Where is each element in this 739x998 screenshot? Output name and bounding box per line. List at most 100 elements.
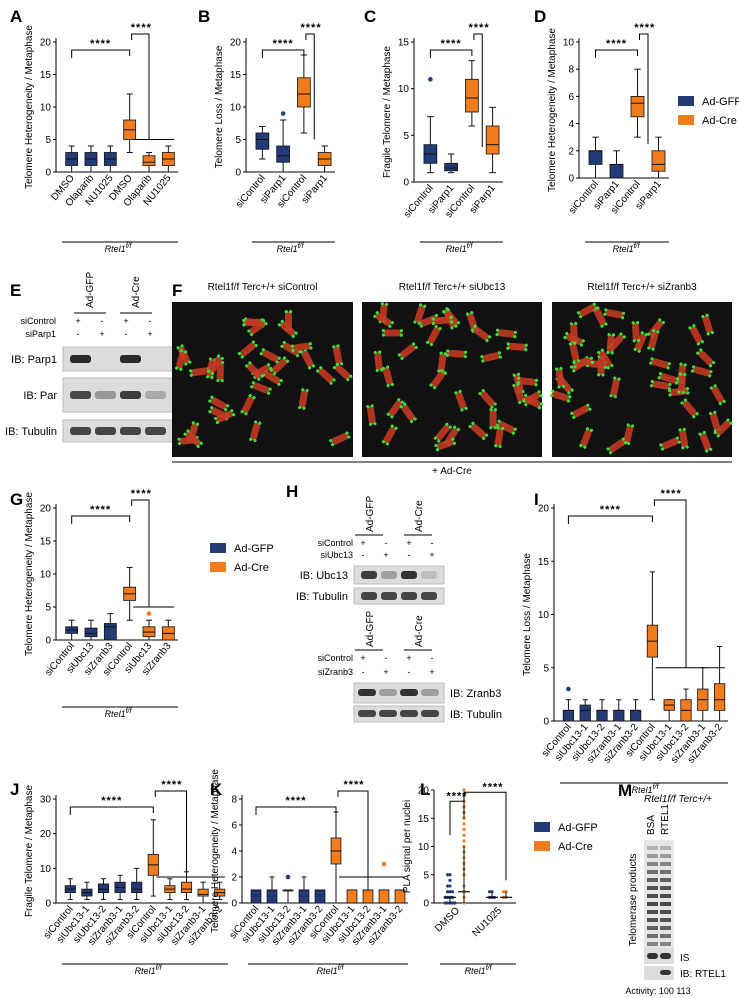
- chromosome-body: [605, 309, 624, 319]
- telomere-signal: [258, 421, 262, 425]
- chromosome: [250, 381, 272, 395]
- significance-label: ****: [131, 488, 152, 500]
- telomere-signal: [248, 361, 252, 365]
- chromosome-body: [494, 428, 504, 447]
- treatment-mark: -: [362, 550, 365, 560]
- telomere-signal: [692, 415, 696, 419]
- telomere-signal: [191, 421, 195, 425]
- significance-bracket: [71, 515, 131, 524]
- chromosome: [366, 404, 377, 426]
- telomere-signal: [460, 408, 464, 412]
- data-point: [448, 873, 452, 877]
- blot-band: [421, 689, 439, 696]
- significance-label: ****: [600, 504, 621, 516]
- telomere-signal: [473, 324, 477, 328]
- telomere-signal: [489, 408, 493, 412]
- telomere-signal: [578, 315, 583, 319]
- box: [103, 623, 117, 641]
- chromosome: [555, 366, 565, 389]
- telomere-signal: [631, 321, 635, 325]
- chromosome: [454, 389, 468, 412]
- telomere-signal: [570, 411, 574, 415]
- gel-band: [647, 902, 658, 906]
- telomere-signal: [319, 366, 323, 370]
- telomere-signal: [606, 447, 610, 451]
- chromosome-body: [513, 384, 525, 402]
- gel-band: [647, 878, 658, 882]
- chromosome-body: [298, 390, 308, 408]
- data-point: [448, 878, 452, 883]
- telomere-signal: [573, 341, 577, 345]
- chromosome: [576, 302, 598, 319]
- telomere-signal: [586, 403, 590, 407]
- significance-label: ****: [131, 22, 152, 34]
- telomere-signal: [242, 318, 246, 323]
- telomere-signal: [565, 331, 569, 336]
- telomere-signal: [708, 411, 713, 416]
- chromosome: [678, 427, 689, 450]
- genotype-label: Rtel1f/f: [105, 708, 133, 719]
- chromosome-body: [399, 344, 416, 359]
- telomere-signal: [652, 329, 656, 333]
- legend-label-gfp: Ad-GFP: [234, 543, 274, 555]
- telomere-signal: [206, 375, 210, 379]
- telomere-signal: [636, 321, 640, 325]
- legend-L: Ad-GFP Ad-Cre: [534, 822, 598, 853]
- telomere-signal: [435, 448, 440, 452]
- telomere-signal: [589, 428, 594, 432]
- telomere-signal: [679, 362, 683, 366]
- telomere-signal: [497, 419, 501, 423]
- telomere-signal: [708, 374, 712, 378]
- chromosome-body: [606, 334, 615, 353]
- telomere-signal: [537, 406, 541, 410]
- chromosome-body: [579, 304, 596, 317]
- significance-bracket: [473, 33, 483, 147]
- chromosome-body: [216, 362, 224, 381]
- telomere-signal: [590, 360, 595, 365]
- chromosome: [413, 303, 427, 325]
- significance-label: ****: [634, 22, 655, 34]
- telomere-signal: [568, 342, 573, 346]
- chromosome-body: [414, 305, 426, 323]
- telomere-signal: [411, 342, 416, 346]
- telomere-signal: [251, 381, 255, 385]
- gel-title: Rtel1f/f Terc+/+: [644, 794, 712, 805]
- telomere-signal: [456, 321, 461, 325]
- telomere-signal: [254, 343, 258, 348]
- gel-band: [660, 886, 671, 890]
- chromosome-body: [651, 358, 669, 369]
- y-tick-label: 15: [538, 557, 550, 568]
- telomere-signal: [210, 395, 214, 399]
- y-tick-label: 10: [418, 842, 430, 853]
- telomere-signal: [692, 324, 696, 328]
- telomere-signal: [373, 314, 377, 318]
- telomere-signal: [569, 322, 573, 326]
- telomere-signal: [588, 407, 592, 411]
- legend-swatch-cre: [534, 841, 550, 851]
- chromosome-body: [374, 352, 383, 371]
- telomere-signal: [576, 311, 581, 315]
- chromosome-body: [551, 390, 570, 402]
- telomere-signal: [657, 376, 661, 380]
- telomere-signal: [627, 441, 631, 446]
- chromosome: [696, 348, 716, 368]
- gel-band: [647, 870, 658, 874]
- chromosome: [631, 321, 641, 343]
- telomere-signal: [285, 359, 290, 363]
- y-tick-label: 20: [230, 38, 242, 49]
- telomere-signal: [248, 394, 252, 398]
- chromosome: [213, 409, 236, 425]
- telomere-signal: [539, 402, 544, 406]
- telomere-signal: [277, 382, 281, 386]
- gel-band: [647, 910, 658, 914]
- legend-swatch-cre: [210, 562, 226, 572]
- chromosome-body: [333, 346, 343, 365]
- chromosome-body: [292, 342, 311, 352]
- chromosome: [680, 398, 699, 419]
- telomere-signal: [633, 347, 637, 351]
- telomere-signal: [597, 350, 601, 355]
- chromosome: [429, 369, 447, 390]
- telomere-signal: [722, 399, 726, 403]
- telomere-signal: [621, 316, 625, 320]
